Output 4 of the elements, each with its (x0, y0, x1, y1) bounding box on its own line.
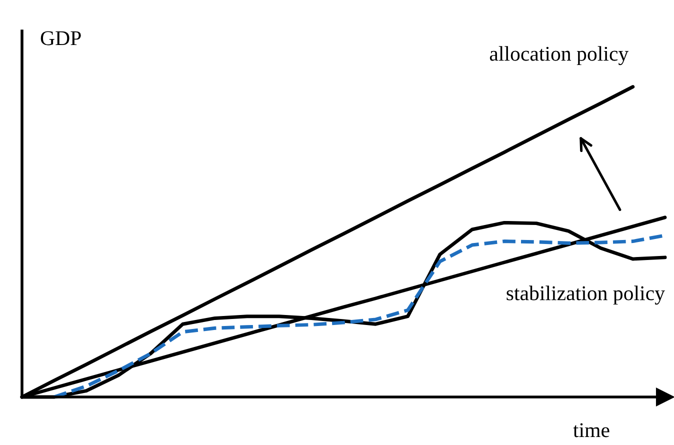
y-axis-title: GDP (40, 31, 81, 46)
x-axis-title: time (573, 423, 610, 438)
series-label: allocation policy (490, 46, 629, 66)
series-label: stabilization policy (506, 286, 665, 305)
